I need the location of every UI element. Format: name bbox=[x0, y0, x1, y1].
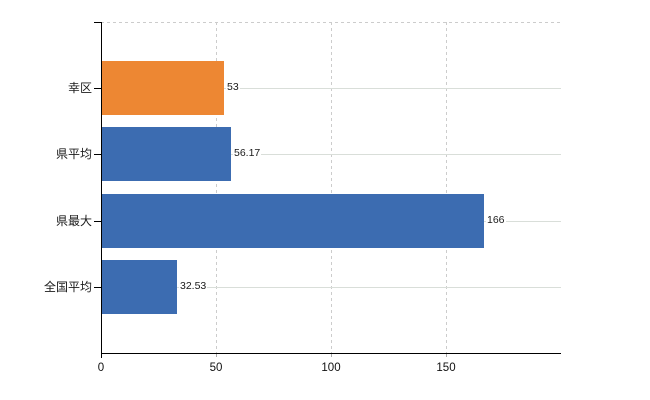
bar bbox=[102, 260, 177, 314]
category-gridline bbox=[101, 88, 561, 89]
category-label: 全国平均 bbox=[43, 280, 92, 294]
y-axis-line bbox=[101, 22, 102, 358]
category-label: 県平均 bbox=[55, 147, 92, 161]
y-axis-tick bbox=[94, 154, 101, 155]
x-tick-label: 50 bbox=[209, 362, 223, 374]
value-label: 166 bbox=[486, 214, 506, 227]
x-tick-label: 100 bbox=[321, 362, 341, 374]
x-tick-label: 150 bbox=[436, 362, 456, 374]
y-axis-tick bbox=[94, 287, 101, 288]
category-label: 幸区 bbox=[67, 81, 92, 95]
category-label: 県最大 bbox=[55, 214, 92, 228]
bar bbox=[102, 61, 224, 115]
bar bbox=[102, 127, 231, 181]
value-label: 32.53 bbox=[179, 280, 208, 293]
y-axis-tick bbox=[94, 221, 101, 222]
x-gridline bbox=[216, 22, 217, 353]
value-label: 56.17 bbox=[233, 147, 262, 160]
value-label: 53 bbox=[226, 81, 240, 94]
x-axis-line bbox=[101, 353, 561, 354]
x-gridline bbox=[331, 22, 332, 353]
x-gridline bbox=[446, 22, 447, 353]
x-axis-tick bbox=[216, 353, 217, 357]
category-gridline bbox=[101, 154, 561, 155]
x-axis-tick bbox=[446, 353, 447, 357]
x-axis-tick bbox=[331, 353, 332, 357]
x-tick-label: 0 bbox=[97, 362, 105, 374]
y-axis-tick bbox=[94, 88, 101, 89]
category-gridline bbox=[101, 287, 561, 288]
y-axis-tick bbox=[94, 22, 101, 23]
bar bbox=[102, 194, 484, 248]
